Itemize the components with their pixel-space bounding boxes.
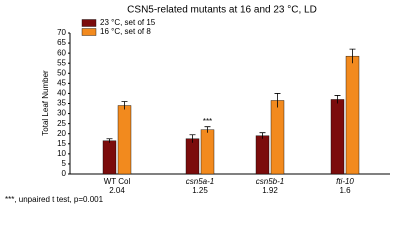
legend-swatch (81, 19, 97, 27)
y-tick-label: 25 (57, 119, 66, 128)
bar (330, 99, 345, 175)
x-sublabel: 2.04 (109, 186, 125, 195)
chart-title: CSN5-related mutants at 16 and 23 °C, LD (127, 5, 317, 16)
y-tick-label: 20 (57, 129, 66, 138)
error-bar (334, 95, 341, 104)
y-tick-label: 65 (57, 38, 66, 47)
bar (200, 129, 215, 175)
y-tick-label: 40 (57, 89, 66, 98)
y-tick-label: 30 (57, 109, 66, 118)
bar (270, 100, 285, 175)
bar (117, 105, 132, 175)
error-bar (204, 126, 211, 133)
y-tick-label: 70 (57, 28, 66, 37)
bar (255, 135, 270, 175)
bar (102, 140, 117, 175)
x-sublabel: 1.6 (339, 186, 351, 195)
x-sublabel: 1.92 (262, 186, 278, 195)
y-tick-label: 55 (57, 58, 66, 67)
y-tick-label: 15 (57, 139, 66, 148)
y-tick-label: 50 (57, 68, 66, 77)
error-bar (259, 132, 266, 139)
bar (185, 138, 200, 175)
x-tick-label: WT Col (104, 177, 131, 186)
error-bar (274, 93, 281, 108)
y-tick-label: 60 (57, 48, 66, 57)
y-tick-label: 45 (57, 78, 66, 87)
y-tick-label: 35 (57, 99, 66, 108)
error-bar (189, 134, 196, 143)
legend-label: 23 °C, set of 15 (100, 18, 156, 27)
error-bar (106, 138, 113, 143)
annotation: *** (203, 117, 212, 126)
y-axis-label: Total Leaf Number (41, 70, 50, 136)
x-tick-label: fti-10 (336, 177, 354, 186)
y-tick-label: 0 (62, 169, 67, 178)
legend-label: 16 °C, set of 8 (100, 27, 151, 36)
x-tick-label: csn5a-1 (186, 177, 214, 186)
y-tick-label: 5 (62, 159, 67, 168)
x-tick-label: csn5b-1 (256, 177, 284, 186)
chart: CSN5-related mutants at 16 and 23 °C, LD… (5, 5, 390, 204)
y-tick-label: 10 (57, 149, 66, 158)
legend-swatch (81, 28, 97, 36)
bar (345, 55, 360, 175)
error-bar (121, 101, 128, 110)
footnote: ***, unpaired t test, p=0.001 (5, 195, 104, 204)
x-sublabel: 1.25 (192, 186, 208, 195)
error-bar (349, 48, 356, 64)
